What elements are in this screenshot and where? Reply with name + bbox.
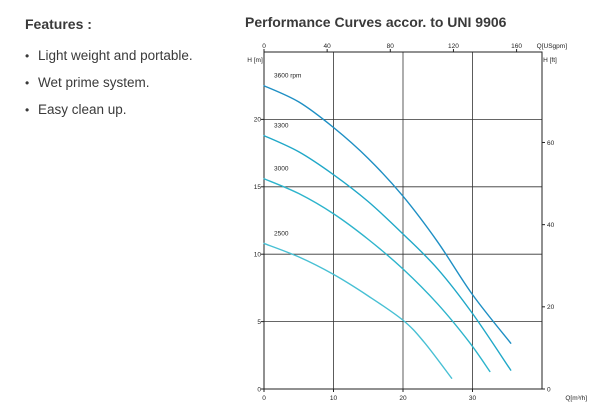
- performance-curve: [263, 85, 512, 344]
- y-tick-label: 15: [254, 184, 262, 191]
- features-heading: Features :: [25, 16, 92, 32]
- x-tick-label: 30: [469, 395, 477, 402]
- feature-text: Wet prime system.: [38, 75, 150, 90]
- series-label: 3000: [274, 166, 289, 173]
- x2-tick-label: 160: [511, 43, 522, 50]
- axis-ticks: 0 10 20 30 0 5 10 15 20 0 40 80 120 160 0 20 40 60: [254, 43, 555, 402]
- y2-tick-label: 60: [547, 140, 555, 147]
- x2-tick-label: 0: [262, 43, 266, 50]
- performance-chart: 0 10 20 30 0 5 10 15 20 0 40 80 120 160 0 20 40 60 3600 r…: [247, 43, 587, 402]
- performance-curve: [263, 242, 453, 379]
- x2-tick-label: 120: [448, 43, 459, 50]
- bullet-icon: •: [25, 76, 30, 90]
- performance-curve: [263, 178, 491, 373]
- features-panel: Features : • Light weight and portable. •…: [25, 16, 235, 123]
- feature-item: • Wet prime system.: [25, 69, 235, 96]
- y-tick-label: 5: [257, 319, 261, 326]
- feature-item: • Easy clean up.: [25, 96, 235, 123]
- x-tick-label: 0: [262, 395, 266, 402]
- curves: [263, 85, 512, 379]
- y-axis-label: H [m]: [247, 57, 263, 64]
- x-axis-label: Q[m³/h]: [565, 395, 587, 402]
- y-tick-label: 0: [257, 386, 261, 393]
- x-tick-label: 20: [399, 395, 407, 402]
- x-tick-label: 10: [330, 395, 338, 402]
- bullet-icon: •: [25, 49, 30, 63]
- x2-tick-label: 80: [387, 43, 395, 50]
- feature-text: Easy clean up.: [38, 102, 127, 117]
- chart-title: Performance Curves accor. to UNI 9906: [245, 14, 507, 30]
- chart-grid: [264, 52, 542, 389]
- y2-tick-label: 40: [547, 222, 555, 229]
- x2-tick-label: 40: [324, 43, 332, 50]
- performance-curve: [263, 134, 512, 371]
- feature-text: Light weight and portable.: [38, 48, 193, 63]
- y-tick-label: 20: [254, 117, 262, 124]
- series-label: 3300: [274, 123, 289, 130]
- x2-axis-label: Q[USgpm]: [537, 43, 568, 50]
- series-label: 3600 rpm: [274, 73, 301, 80]
- y2-tick-label: 0: [547, 386, 551, 393]
- y-tick-label: 10: [254, 252, 262, 259]
- y2-tick-label: 20: [547, 304, 555, 311]
- series-labels: 3600 rpm 3300 3000 2500: [274, 73, 301, 238]
- feature-item: • Light weight and portable.: [25, 42, 235, 69]
- series-label: 2500: [274, 230, 289, 237]
- bullet-icon: •: [25, 103, 30, 117]
- y2-axis-label: H [ft]: [543, 57, 557, 64]
- features-list: • Light weight and portable. • Wet prime s…: [25, 42, 235, 123]
